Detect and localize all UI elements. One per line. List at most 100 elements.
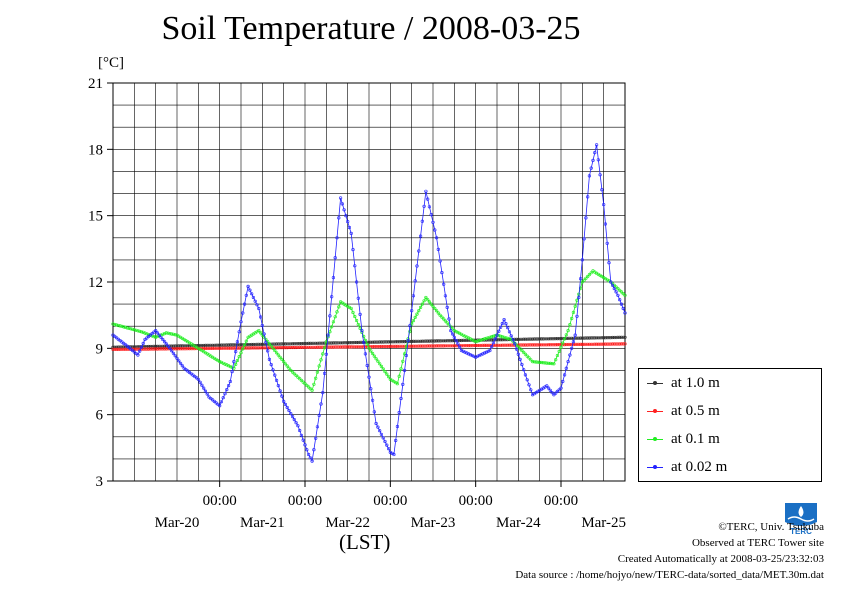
series-point [445, 305, 449, 310]
series-point [587, 174, 592, 178]
series-point [346, 341, 350, 345]
series-point [408, 329, 412, 334]
series-point [212, 346, 216, 350]
series-point [543, 343, 547, 347]
series-point [164, 331, 168, 335]
series-point [349, 306, 353, 311]
series-point [330, 341, 334, 345]
series-point [346, 220, 350, 224]
series-point [449, 339, 453, 343]
series-point [362, 345, 366, 349]
series-point [308, 387, 312, 391]
series-point [497, 334, 501, 338]
series-point [525, 343, 529, 347]
series-point [616, 287, 620, 291]
series-point [331, 345, 336, 349]
series-point [463, 334, 467, 338]
series-point [355, 318, 359, 323]
series-point [502, 343, 506, 347]
series-point [573, 342, 577, 347]
series-point [282, 399, 286, 404]
series-point [483, 337, 487, 341]
series-point [383, 344, 387, 349]
series-point [292, 342, 296, 346]
series-point [132, 328, 136, 332]
series-point [296, 345, 300, 350]
series-point [477, 339, 481, 343]
series-point [383, 340, 387, 344]
series-point [467, 352, 471, 356]
series-point [292, 345, 296, 350]
series-point [616, 293, 620, 297]
series-point [602, 336, 606, 340]
series-point [586, 336, 590, 340]
series-point [385, 443, 389, 447]
series-point [305, 383, 309, 388]
series-point [305, 448, 309, 452]
series-point [379, 344, 384, 349]
series-point [495, 343, 499, 347]
series-point [337, 345, 341, 349]
series-point [580, 336, 584, 340]
series-point [276, 342, 280, 346]
series-point [543, 337, 547, 341]
series-point [239, 343, 243, 347]
series-point [358, 345, 362, 349]
series-point [484, 350, 488, 354]
series-point [223, 343, 227, 347]
series-point [179, 361, 183, 365]
series-point [580, 342, 584, 347]
series-point [155, 331, 159, 335]
series-point [429, 344, 433, 348]
series-point [575, 314, 579, 318]
series-point [397, 410, 401, 415]
series-point [598, 336, 602, 340]
series-point [550, 343, 554, 347]
series-point [333, 341, 337, 345]
series-point [403, 352, 407, 356]
series-point [257, 329, 261, 333]
series-point [436, 339, 440, 343]
series-point [605, 342, 609, 346]
series-point [369, 349, 373, 353]
series-point [429, 213, 433, 217]
series-point [465, 335, 469, 339]
series-point [337, 305, 341, 309]
series-point [472, 343, 476, 348]
series-point [267, 342, 272, 346]
series-point [378, 345, 382, 349]
series-point [139, 330, 143, 334]
legend-swatch-1m [647, 380, 663, 385]
series-point [276, 353, 280, 357]
series-point [157, 333, 161, 337]
series-point [219, 360, 223, 365]
y-tick-label: 9 [96, 341, 104, 357]
series-point [616, 335, 620, 340]
series-point [383, 370, 387, 374]
series-point [431, 304, 435, 308]
series-point [566, 360, 570, 364]
series-point [554, 391, 558, 395]
series-point [123, 347, 127, 351]
y-tick-label: 18 [88, 142, 103, 158]
series-point [612, 342, 616, 346]
series-point [621, 306, 625, 311]
series-point [584, 342, 588, 346]
series-point [395, 344, 400, 349]
series-point [619, 342, 624, 346]
series-point [474, 340, 478, 344]
created-text: Created Automatically at 2008-03-25/23:3… [617, 553, 824, 565]
logo-text: TERC [790, 527, 812, 536]
series-point [123, 325, 127, 330]
series-point [298, 428, 302, 433]
series-point [520, 348, 524, 353]
series-point [529, 337, 533, 341]
series-point [557, 349, 561, 354]
series-point [227, 384, 231, 388]
x-date-label: Mar-21 [240, 515, 285, 531]
series-point [138, 349, 142, 353]
series-point [122, 347, 126, 351]
series-point [267, 346, 272, 350]
series-point [335, 236, 339, 240]
series-point [589, 342, 593, 346]
